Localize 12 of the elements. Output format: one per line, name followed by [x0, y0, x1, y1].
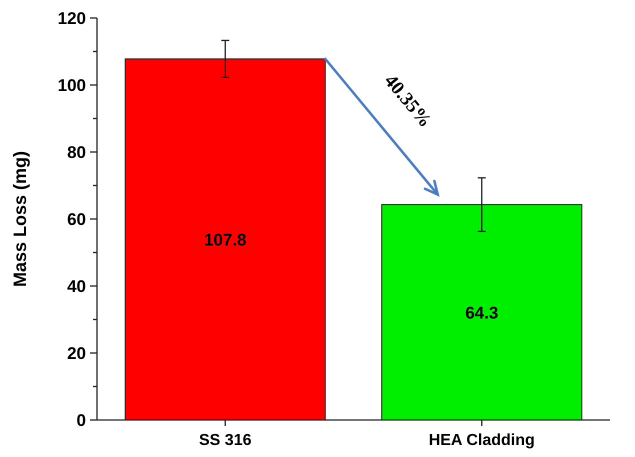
- y-tick-label: 80: [67, 143, 86, 162]
- y-tick-label: 0: [76, 411, 86, 430]
- data-label: 64.3: [465, 303, 498, 322]
- y-tick-label: 100: [58, 76, 86, 95]
- data-label: 107.8: [204, 230, 247, 250]
- y-tick-label: 20: [67, 344, 86, 363]
- x-tick-label: SS 316: [199, 432, 252, 449]
- y-tick-label: 60: [67, 210, 86, 229]
- x-tick-label: HEA Cladding: [428, 432, 535, 449]
- y-axis-title: Mass Loss (mg): [10, 150, 30, 288]
- y-tick-label: 40: [67, 277, 86, 296]
- y-tick-label: 120: [58, 9, 86, 28]
